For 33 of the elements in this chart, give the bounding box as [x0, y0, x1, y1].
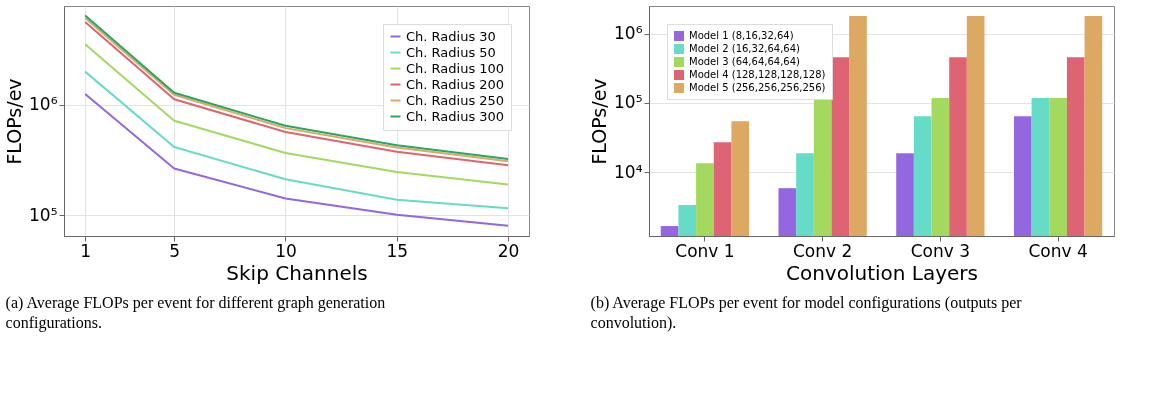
- legend-label: Model 5 (256,256,256,256): [689, 82, 826, 93]
- y-tick-label: 10⁶: [29, 94, 58, 115]
- legend-label: Ch. Radius 300: [406, 108, 505, 124]
- line-series: [84, 43, 510, 186]
- x-tick-label: Conv 2: [792, 240, 853, 261]
- x-tick-label: 15: [386, 240, 409, 261]
- x-tick-label: Conv 4: [1028, 240, 1088, 261]
- x-tick-label: 1: [80, 240, 92, 261]
- legend-label: Ch. Radius 30: [406, 28, 496, 44]
- x-tick-label: 10: [275, 240, 297, 261]
- text: (b) Average FLOPs per event for model configurations (outputs per convolution).: [590, 294, 1023, 332]
- legend-label: Ch. Radius 250: [406, 92, 505, 108]
- line-series: [84, 92, 510, 227]
- legend-label: Ch. Radius 100: [406, 60, 505, 76]
- y-axis-title: FLOPs/ev: [588, 78, 611, 165]
- legend-label: Ch. Radius 50: [406, 44, 496, 60]
- x-tick-label: Conv 3: [910, 240, 971, 261]
- x-tick-label: 5: [169, 240, 181, 261]
- x-tick-label: Conv 1: [675, 240, 735, 261]
- legend-label: Model 4 (128,128,128,128): [689, 69, 826, 80]
- x-tick-label: 20: [497, 240, 520, 261]
- y-tick-label: 10⁵: [29, 204, 58, 225]
- y-tick-label: 10⁵: [614, 92, 643, 113]
- legend-label: Ch. Radius 200: [406, 76, 505, 92]
- y-tick-label: 10⁶: [614, 23, 643, 44]
- text: (a) Average FLOPs per event for different graph generation configurations.: [5, 294, 386, 332]
- legend-label: Model 2 (16,32,64,64): [689, 43, 801, 54]
- legend-label: Model 3 (64,64,64,64): [689, 56, 801, 67]
- legend-label: Model 1 (8,16,32,64): [689, 30, 794, 41]
- x-axis-title: Convolution Layers: [785, 260, 979, 285]
- y-tick-label: 10⁴: [614, 161, 643, 182]
- x-axis-title: Skip Channels: [226, 260, 368, 285]
- y-axis-title: FLOPs/ev: [3, 78, 26, 165]
